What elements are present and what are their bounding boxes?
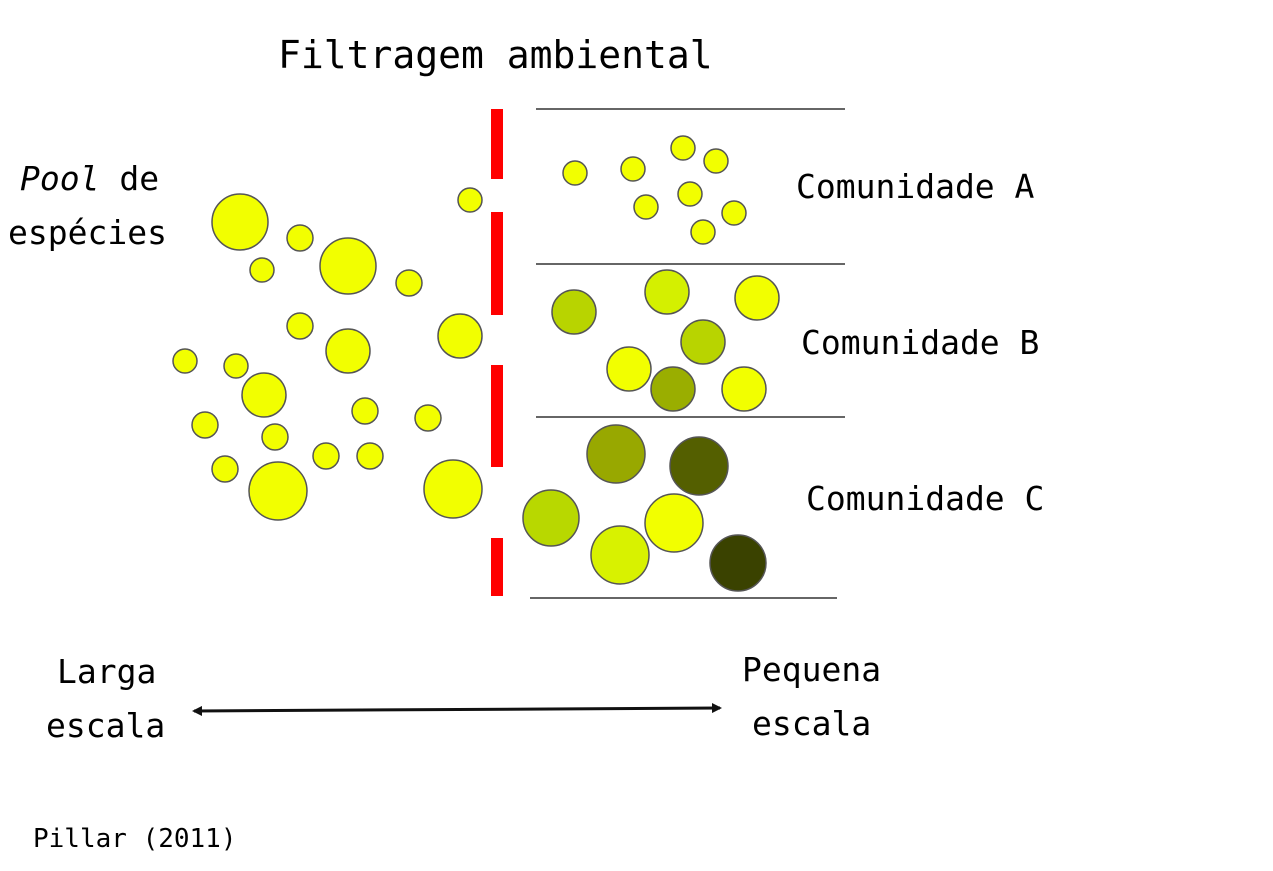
species-circle	[709, 534, 767, 592]
community-b-label: Comunidade B	[801, 323, 1040, 362]
species-circle	[223, 353, 249, 379]
pool-line1-rest: de	[99, 159, 160, 198]
species-circle	[211, 193, 269, 251]
species-circle	[703, 148, 729, 174]
species-pool-label-line1: Pool de	[20, 162, 159, 195]
filter-segment	[491, 212, 503, 315]
citation: Pillar (2011)	[33, 824, 237, 854]
species-circle	[562, 160, 588, 186]
species-circle	[261, 423, 289, 451]
species-circle	[312, 442, 340, 470]
species-circle	[351, 397, 379, 425]
pool-italic-word: Pool	[20, 159, 100, 198]
community-c-species	[522, 424, 767, 592]
species-circle	[721, 200, 747, 226]
species-pool	[172, 187, 483, 521]
species-circle	[644, 269, 690, 315]
large-scale-label-line2: escala	[46, 706, 166, 745]
species-circle	[633, 194, 659, 220]
species-circle	[680, 319, 726, 365]
filter-segment	[491, 538, 503, 596]
species-circle	[721, 366, 767, 412]
community-b-species	[551, 269, 780, 412]
small-scale-label-line1: Pequena	[742, 650, 882, 689]
community-separators	[530, 108, 845, 599]
large-scale-label-line1: Larga	[57, 652, 157, 691]
species-circle	[423, 459, 483, 519]
species-circle	[522, 489, 580, 547]
species-circle	[586, 424, 646, 484]
species-circle	[606, 346, 652, 392]
species-circle	[319, 237, 377, 295]
species-circle	[325, 328, 371, 374]
species-circle	[191, 411, 219, 439]
species-circle	[286, 312, 314, 340]
species-circle	[172, 348, 198, 374]
species-circle	[457, 187, 483, 213]
species-circle	[395, 269, 423, 297]
species-circle	[249, 257, 275, 283]
species-circle	[690, 219, 716, 245]
small-scale-label-line2: escala	[752, 704, 872, 743]
species-circle	[590, 525, 650, 585]
species-circle	[620, 156, 646, 182]
scale-arrow	[192, 703, 722, 716]
species-circle	[734, 275, 780, 321]
species-circle	[669, 436, 729, 496]
species-circle	[650, 366, 696, 412]
species-circle	[241, 372, 287, 418]
species-circle	[211, 455, 239, 483]
species-circle	[670, 135, 696, 161]
species-circle	[414, 404, 442, 432]
species-pool-label-line2: espécies	[8, 213, 167, 252]
species-circle	[551, 289, 597, 335]
species-circle	[677, 181, 703, 207]
species-circle	[437, 313, 483, 359]
community-c-label: Comunidade C	[806, 479, 1045, 518]
filter-segment	[491, 109, 503, 179]
species-circle	[248, 461, 308, 521]
environmental-filter	[491, 109, 503, 596]
filter-segment	[491, 365, 503, 467]
species-circle	[644, 493, 704, 553]
species-circle	[356, 442, 384, 470]
diagram-title: Filtragem ambiental	[278, 33, 713, 77]
species-circle	[286, 224, 314, 252]
community-a-species	[562, 135, 747, 245]
community-a-label: Comunidade A	[796, 167, 1035, 206]
